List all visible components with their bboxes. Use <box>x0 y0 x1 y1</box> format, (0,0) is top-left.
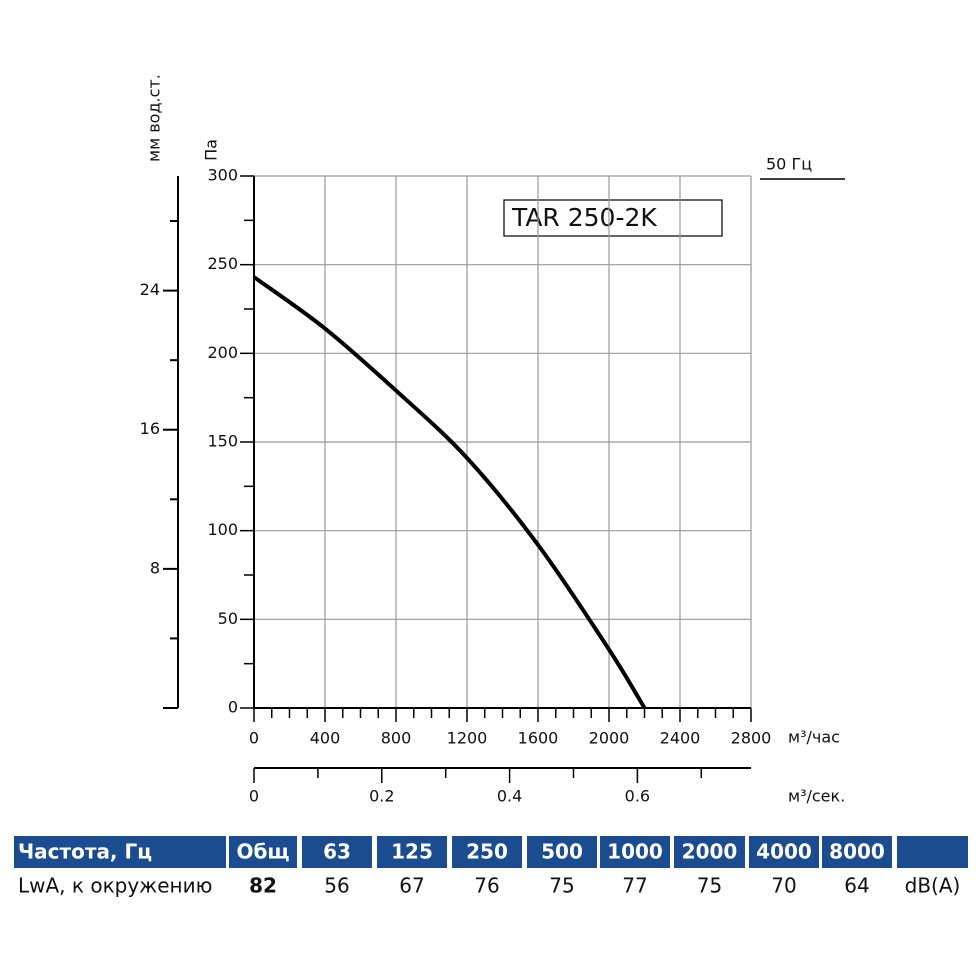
table-cell: 75 <box>549 874 574 898</box>
x-tick-label: 800 <box>381 729 412 748</box>
frequency-label: 50 Гц <box>766 155 812 174</box>
x-tick-label: 2800 <box>731 729 772 748</box>
table-cell: 76 <box>474 874 499 898</box>
x-tick-label: 2000 <box>589 729 630 748</box>
y-axis-label: Па <box>202 139 221 161</box>
table-header-text: 4000 <box>756 840 812 864</box>
x-tick-label: 2400 <box>660 729 701 748</box>
table-cell: 77 <box>622 874 647 898</box>
table-header-text: 125 <box>391 840 433 864</box>
table-header-text: 1000 <box>607 840 663 864</box>
table-header-cell <box>14 836 226 868</box>
table-cell: dB(A) <box>905 874 961 898</box>
table-header-text: 500 <box>541 840 583 864</box>
table-header-cell <box>527 836 597 868</box>
table-header-cell <box>302 836 372 868</box>
table-header-cell <box>377 836 447 868</box>
table-cell: 67 <box>399 874 424 898</box>
y-tick-label: 50 <box>218 609 238 628</box>
x2-tick-label: 0.2 <box>369 787 394 806</box>
y-tick-label: 300 <box>207 166 238 185</box>
table-header-cell <box>822 836 892 868</box>
table-header-cell <box>749 836 819 868</box>
table-header-text: 2000 <box>682 840 738 864</box>
table-header-text: Общ <box>236 840 289 864</box>
table-header-cell <box>674 836 745 868</box>
table-header-cell <box>229 836 297 868</box>
table-header-cell <box>897 836 968 868</box>
table-header-text: 63 <box>323 840 351 864</box>
y-tick-label: 200 <box>207 343 238 362</box>
y2-tick-label: 16 <box>140 419 160 438</box>
y-tick-label: 150 <box>207 432 238 451</box>
x2-tick-label: 0.6 <box>625 787 650 806</box>
x2-axis-unit: м³/сек. <box>788 787 845 806</box>
y-tick-label: 100 <box>207 520 238 539</box>
y2-axis-label: мм вод.ст. <box>145 74 164 162</box>
title-box <box>503 199 723 237</box>
table-header-text: Частота, Гц <box>18 840 152 864</box>
y-tick-label: 250 <box>207 254 238 273</box>
table-cell: 64 <box>844 874 869 898</box>
x-tick-label: 1200 <box>447 729 488 748</box>
y2-tick-label: 8 <box>150 558 160 577</box>
x-tick-label: 0 <box>249 729 259 748</box>
table-cell: 75 <box>697 874 722 898</box>
y2-tick-label: 24 <box>140 280 160 299</box>
table-header-text: 8000 <box>829 840 885 864</box>
x-axis-unit: м³/час <box>788 728 840 747</box>
table-cell: 82 <box>249 874 277 898</box>
curve <box>252 275 647 710</box>
x2-tick-label: 0 <box>249 787 259 806</box>
y-tick-label: 0 <box>228 698 238 717</box>
table-header-cell <box>452 836 522 868</box>
chart-title: TAR 250-2K <box>511 203 657 232</box>
x2-tick-label: 0.4 <box>497 787 522 806</box>
x-tick-label: 1600 <box>518 729 559 748</box>
table-cell: LwA, к окружению <box>18 874 212 898</box>
table-cell: 70 <box>771 874 796 898</box>
x-tick-label: 400 <box>310 729 341 748</box>
table-header-text: 250 <box>466 840 508 864</box>
table-cell: 56 <box>324 874 349 898</box>
table-header-cell <box>600 836 670 868</box>
